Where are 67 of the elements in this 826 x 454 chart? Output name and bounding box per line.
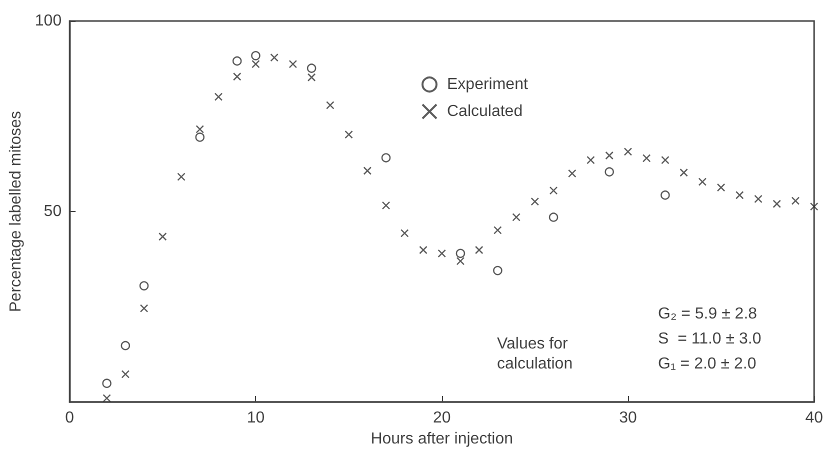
point <box>419 246 428 254</box>
point <box>307 73 316 82</box>
point <box>252 60 260 68</box>
point <box>102 394 111 402</box>
point <box>270 53 278 62</box>
point <box>494 226 502 234</box>
point <box>810 202 818 211</box>
annotation: G₁ = 2.0 ± 2.0 <box>658 356 756 372</box>
point <box>344 130 353 139</box>
point <box>363 166 372 175</box>
point <box>456 248 466 258</box>
point <box>474 246 484 254</box>
legend-label: Calculated <box>447 103 523 120</box>
point <box>791 196 800 205</box>
point <box>754 194 762 204</box>
point <box>381 153 391 162</box>
point <box>493 266 502 276</box>
x-tick-label: 30 <box>619 410 637 426</box>
point <box>438 249 446 258</box>
point <box>195 132 205 142</box>
point <box>680 168 688 177</box>
point <box>177 172 186 181</box>
point <box>382 201 390 210</box>
legend-label: Experiment <box>447 76 528 93</box>
point <box>214 92 223 101</box>
y-tick-label: 100 <box>34 12 62 30</box>
point <box>120 340 130 350</box>
annotation: Values for calculation <box>497 336 573 372</box>
point <box>102 378 112 388</box>
x-axis-title: Hours after injection <box>370 430 513 448</box>
point <box>306 64 316 73</box>
y-axis-title: Percentage labelled mitoses <box>8 110 24 312</box>
point <box>698 178 707 186</box>
x-tick-label: 0 <box>65 410 74 426</box>
annotation: G₂ = 5.9 ± 2.8 <box>658 306 758 322</box>
point <box>288 60 298 68</box>
point <box>326 101 334 110</box>
point <box>232 72 242 81</box>
point <box>604 167 614 177</box>
y-tick-label: 50 <box>44 203 62 220</box>
point <box>196 125 204 134</box>
point <box>549 186 558 195</box>
point <box>736 190 744 200</box>
point <box>139 281 149 290</box>
point <box>716 183 726 192</box>
point <box>456 256 465 266</box>
point <box>548 212 558 222</box>
point <box>400 229 409 238</box>
point <box>660 190 670 200</box>
point <box>642 154 651 162</box>
x-tick-label: 20 <box>432 410 451 426</box>
point <box>586 156 595 164</box>
point <box>568 169 576 178</box>
annotation: S = 11.0 ± 3.0 <box>658 330 762 348</box>
point <box>158 232 167 241</box>
point <box>121 370 130 378</box>
x-tick-label: 10 <box>246 410 265 426</box>
point <box>530 197 540 206</box>
point <box>251 51 260 60</box>
point <box>140 304 148 312</box>
point <box>232 56 242 66</box>
point <box>605 151 614 160</box>
point <box>624 148 632 156</box>
x-tick-label: 40 <box>805 410 824 426</box>
point <box>512 213 520 222</box>
point <box>772 200 782 208</box>
point <box>661 156 670 164</box>
